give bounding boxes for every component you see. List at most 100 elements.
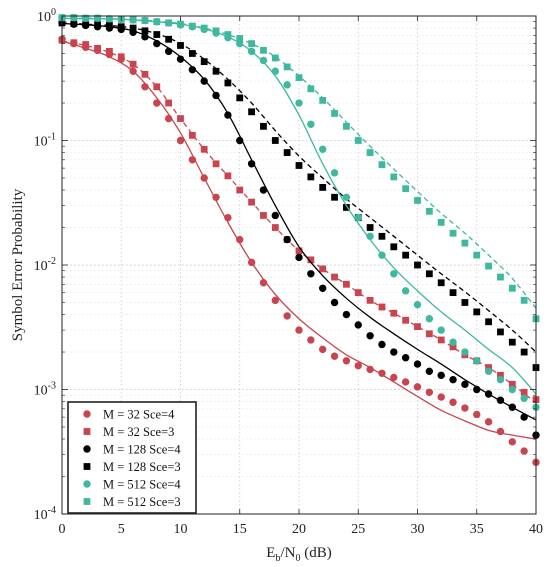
data-point bbox=[484, 418, 493, 426]
legend: M = 32 Sce=4 M = 32 Sce=3 M = 128 Sce=4 M =… bbox=[67, 401, 197, 514]
x-tick-label: 0 bbox=[59, 522, 66, 537]
data-point bbox=[520, 413, 528, 421]
data-point bbox=[248, 108, 255, 116]
data-point bbox=[331, 193, 338, 201]
data-point bbox=[402, 316, 410, 324]
data-point bbox=[165, 19, 173, 27]
x-tick-label: 15 bbox=[233, 522, 247, 537]
data-point bbox=[473, 357, 481, 365]
legend-marker bbox=[83, 428, 91, 435]
data-point bbox=[461, 348, 469, 356]
data-point bbox=[497, 273, 504, 281]
data-point bbox=[307, 120, 315, 128]
data-point bbox=[224, 111, 232, 119]
data-point bbox=[153, 39, 161, 48]
y-axis-title: Symbol Error Probability bbox=[10, 188, 26, 341]
series-3 bbox=[58, 19, 540, 371]
data-point bbox=[520, 447, 528, 455]
x-tick-label: 40 bbox=[529, 522, 543, 537]
data-point bbox=[401, 287, 410, 295]
data-point bbox=[390, 243, 398, 251]
y-tick-label: 10-3 bbox=[34, 381, 56, 399]
data-point bbox=[70, 39, 78, 47]
data-point bbox=[164, 47, 173, 56]
data-point bbox=[508, 438, 516, 446]
data-point bbox=[106, 22, 113, 29]
data-point bbox=[414, 197, 421, 204]
data-point bbox=[94, 14, 101, 22]
data-point bbox=[129, 60, 137, 68]
data-point bbox=[283, 235, 291, 244]
data-point bbox=[271, 224, 279, 231]
data-point bbox=[70, 20, 78, 27]
data-point bbox=[129, 67, 137, 75]
series-curve bbox=[61, 22, 537, 421]
data-point bbox=[402, 251, 410, 259]
data-point bbox=[401, 354, 410, 362]
data-point bbox=[212, 27, 220, 35]
data-point bbox=[319, 96, 327, 104]
data-point bbox=[378, 303, 386, 311]
data-point bbox=[378, 161, 386, 169]
data-point bbox=[106, 15, 113, 23]
data-point bbox=[354, 213, 362, 222]
legend-marker bbox=[83, 480, 91, 488]
data-point bbox=[330, 169, 339, 177]
y-tick-label: 100 bbox=[37, 7, 56, 25]
data-point bbox=[248, 198, 255, 206]
data-point bbox=[224, 31, 232, 38]
data-point bbox=[94, 44, 101, 52]
data-point bbox=[236, 136, 244, 145]
data-point bbox=[342, 193, 351, 201]
data-point bbox=[461, 299, 469, 306]
data-point bbox=[497, 371, 504, 379]
data-point bbox=[378, 251, 386, 259]
data-point bbox=[153, 99, 161, 107]
data-point bbox=[425, 388, 434, 396]
data-point bbox=[260, 122, 267, 130]
data-point bbox=[484, 367, 493, 376]
data-point bbox=[378, 369, 386, 377]
data-point bbox=[247, 160, 256, 168]
data-point bbox=[437, 326, 445, 334]
data-point bbox=[508, 380, 516, 388]
data-point bbox=[508, 284, 516, 292]
data-point bbox=[437, 393, 445, 401]
data-point bbox=[176, 55, 185, 63]
data-point bbox=[236, 186, 244, 194]
legend-label: M = 512 Sce=3 bbox=[103, 495, 181, 509]
data-point bbox=[212, 160, 220, 168]
data-point bbox=[461, 239, 469, 247]
data-point bbox=[82, 41, 90, 48]
data-point bbox=[331, 110, 338, 117]
data-point bbox=[330, 352, 339, 360]
data-point bbox=[437, 218, 445, 226]
data-point bbox=[247, 47, 256, 56]
data-point bbox=[212, 193, 220, 201]
data-point bbox=[366, 232, 374, 241]
data-point bbox=[307, 85, 315, 93]
data-point bbox=[259, 279, 268, 287]
data-point bbox=[307, 270, 315, 278]
data-point bbox=[188, 22, 196, 30]
data-point bbox=[200, 24, 208, 32]
data-point bbox=[449, 229, 457, 237]
x-tick-label: 10 bbox=[174, 522, 188, 537]
data-point bbox=[342, 357, 351, 365]
data-point bbox=[307, 336, 315, 344]
data-point bbox=[461, 404, 469, 412]
data-point bbox=[295, 247, 303, 255]
data-point bbox=[437, 336, 445, 344]
data-point bbox=[236, 235, 244, 244]
data-point bbox=[354, 137, 362, 144]
data-point bbox=[485, 318, 492, 326]
data-point bbox=[106, 47, 113, 55]
data-point bbox=[271, 137, 279, 144]
data-point bbox=[473, 251, 481, 259]
data-point bbox=[378, 232, 386, 240]
data-point bbox=[496, 427, 505, 436]
legend-box bbox=[67, 401, 197, 514]
data-point bbox=[449, 338, 457, 346]
data-point bbox=[425, 330, 433, 338]
data-point bbox=[117, 23, 125, 31]
